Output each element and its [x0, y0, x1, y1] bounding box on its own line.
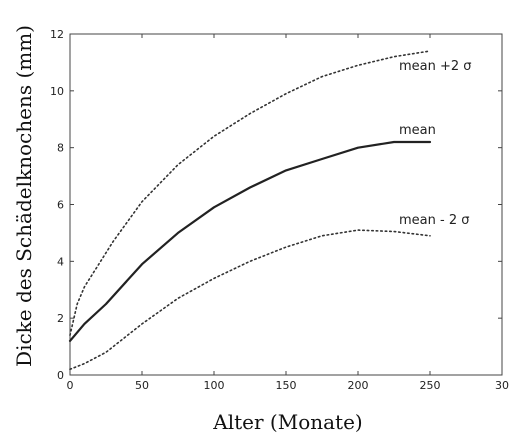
- y-tick-label: 12: [50, 28, 64, 41]
- y-tick-label: 0: [57, 369, 64, 382]
- x-tick-label: 150: [276, 379, 297, 392]
- y-tick-label: 4: [57, 255, 64, 268]
- x-tick-label: 200: [348, 379, 369, 392]
- x-tick-label: 30: [495, 379, 509, 392]
- x-tick-label: 0: [67, 379, 74, 392]
- x-tick-label: 100: [204, 379, 225, 392]
- y-tick-label: 10: [50, 85, 64, 98]
- labels-layer: mean +2 σ mean mean - 2 σ: [399, 59, 472, 228]
- series-line-mean: [68, 140, 432, 342]
- y-axis-title: Dicke des Schädelknochens (mm): [12, 25, 36, 367]
- series-label: mean - 2 σ: [399, 213, 469, 228]
- x-tick-label: 250: [420, 379, 441, 392]
- series-line-mean-2: [69, 50, 431, 337]
- y-tick-label: 6: [57, 199, 64, 212]
- x-axis-title: Alter (Monate): [212, 410, 362, 434]
- series-line-mean-2: [69, 229, 431, 371]
- plot-frame: [69, 33, 503, 376]
- series-label: mean +2 σ: [399, 59, 472, 74]
- series-layer: [68, 50, 432, 371]
- axes-layer: [69, 33, 503, 376]
- y-tick-label: 2: [57, 312, 64, 325]
- y-tick-label: 8: [57, 142, 64, 155]
- series-label: mean: [399, 123, 436, 138]
- x-tick-label: 50: [135, 379, 149, 392]
